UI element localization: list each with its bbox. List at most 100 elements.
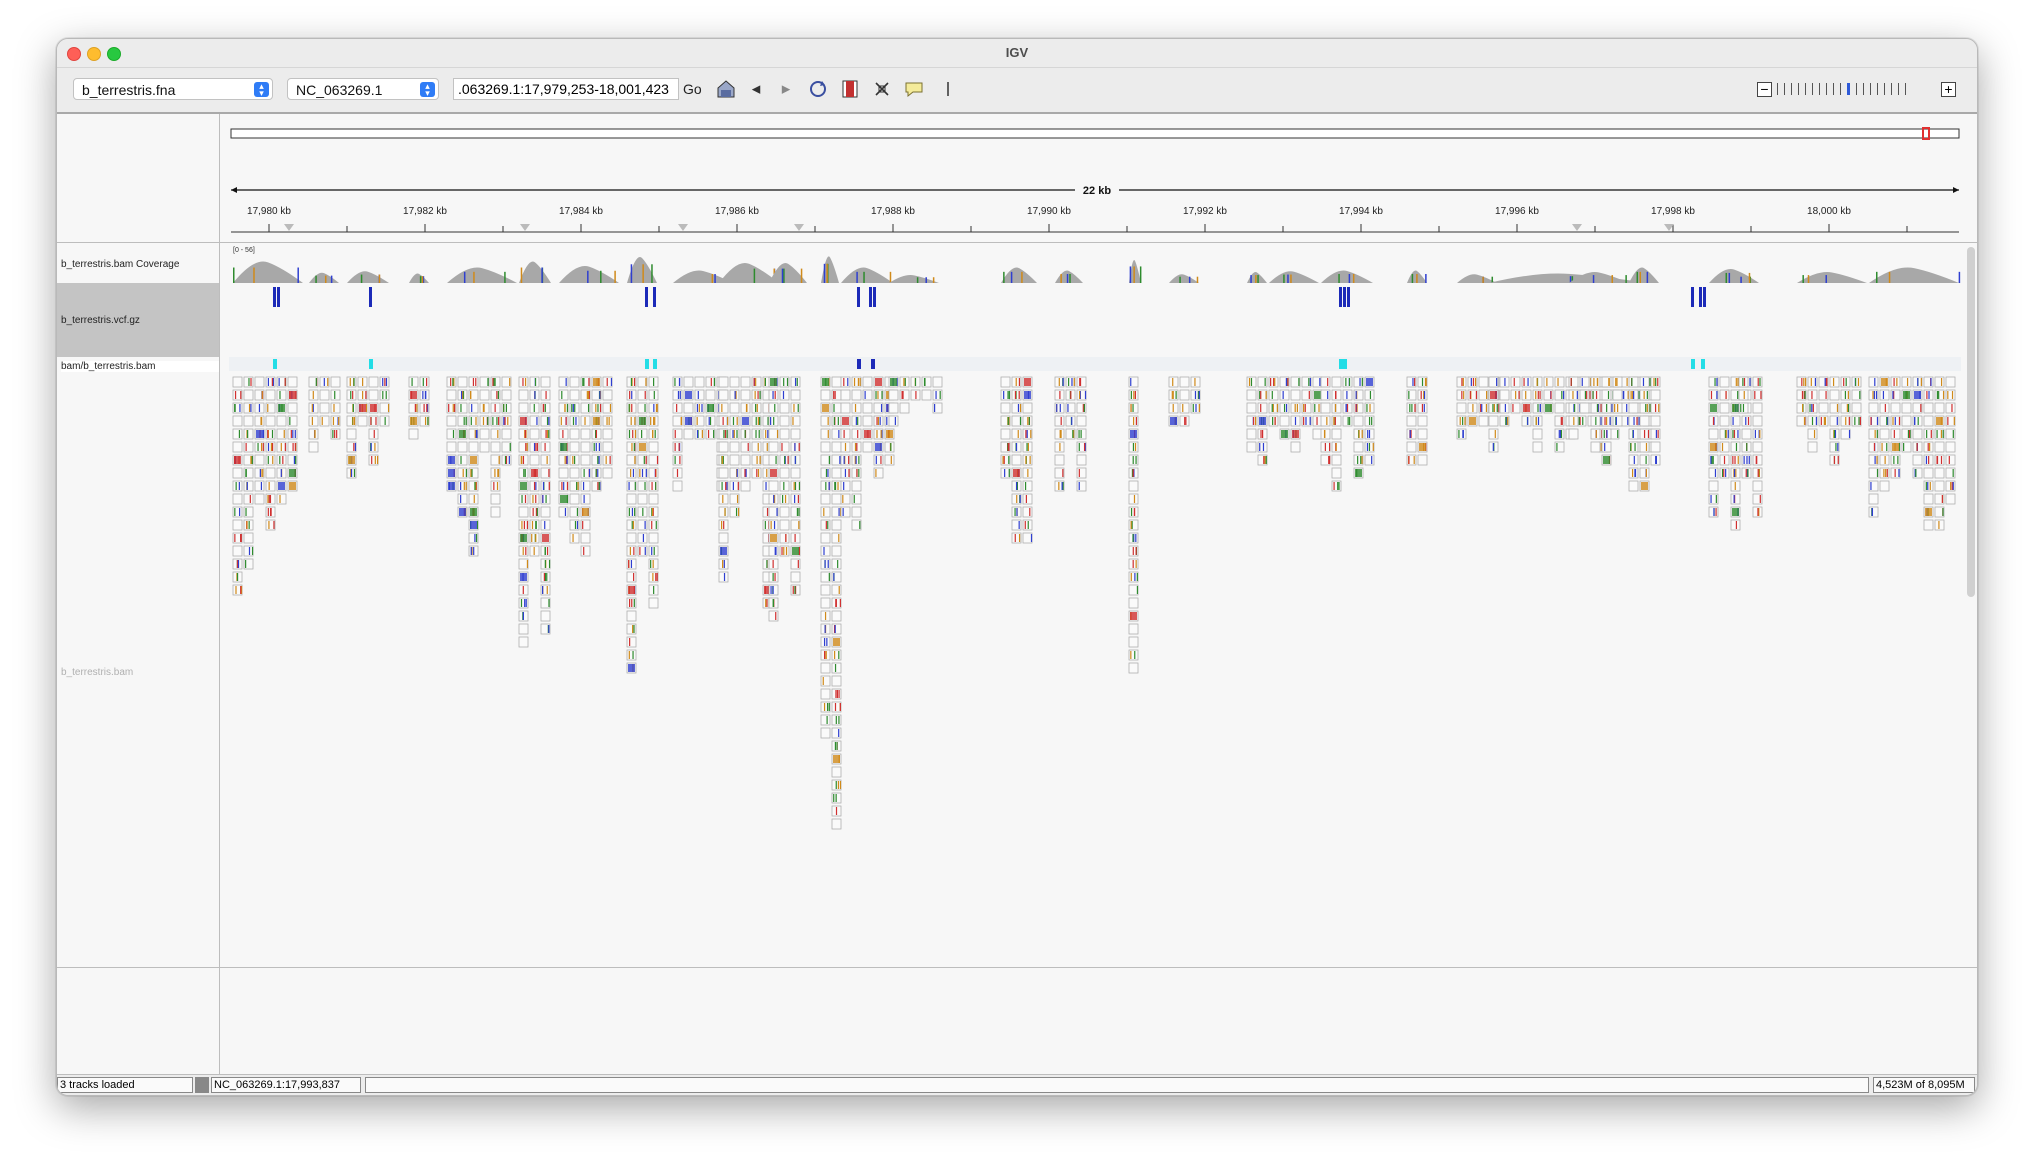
go-button[interactable]: Go [683, 81, 702, 97]
read [1934, 402, 1945, 414]
vcf-track[interactable] [273, 287, 1706, 307]
maximize-window-button[interactable] [107, 47, 121, 61]
read [457, 402, 468, 414]
read [729, 441, 740, 453]
coverage-track-name[interactable]: b_terrestris.bam Coverage [61, 259, 180, 270]
read [626, 454, 637, 466]
read [1890, 454, 1901, 466]
read-mismatch [797, 495, 799, 503]
popup-icon[interactable] [903, 78, 925, 100]
read-mismatch [524, 378, 527, 386]
coverage-mismatch [253, 267, 255, 283]
read-mismatch [595, 443, 597, 451]
read-mismatch [373, 430, 375, 438]
read [232, 402, 243, 414]
read [1923, 467, 1934, 479]
ruler-icon[interactable] [937, 78, 959, 100]
zoom-slider[interactable] [1777, 83, 1927, 97]
read-mismatch [1135, 547, 1137, 555]
home-icon[interactable] [715, 78, 737, 100]
read-mismatch [1715, 495, 1717, 503]
read-mismatch [1743, 378, 1746, 386]
close-window-button[interactable] [67, 47, 81, 61]
coverage-mismatch [541, 267, 543, 283]
variant-bar [857, 287, 860, 307]
resize-icon[interactable] [871, 78, 893, 100]
forward-icon[interactable]: ▸ [781, 79, 791, 98]
chromosome-ideogram[interactable] [230, 128, 1960, 139]
read [626, 532, 637, 544]
chromosome-dropdown[interactable]: NC_063269.1 ▴ ▾ [287, 78, 439, 100]
read-mismatch [787, 456, 789, 464]
read [751, 376, 762, 388]
read-soft-clip [520, 573, 527, 581]
read [1912, 428, 1923, 440]
minimize-window-button[interactable] [87, 47, 101, 61]
read-mismatch [1723, 469, 1725, 477]
coverage-mismatch [714, 274, 716, 283]
read-mismatch [332, 430, 334, 438]
read-mismatch [838, 651, 840, 659]
coverage-track[interactable] [233, 256, 1961, 283]
vcf-track-selected[interactable]: b_terrestris.vcf.gz [57, 283, 219, 357]
read-mismatch [1008, 391, 1010, 399]
read-mismatch [295, 456, 297, 464]
read-mismatch [523, 521, 526, 529]
read-mismatch [723, 573, 726, 581]
alignment-track[interactable] [232, 376, 1956, 830]
read [1521, 376, 1532, 388]
read [779, 545, 790, 557]
read-mismatch [1617, 404, 1619, 412]
read-mismatch [721, 521, 723, 529]
zoom-out-button[interactable]: − [1757, 82, 1772, 97]
read-mismatch [1324, 443, 1326, 451]
read [276, 415, 287, 427]
read-mismatch [1294, 404, 1296, 412]
read [529, 519, 540, 531]
read-soft-clip [593, 378, 600, 386]
read [243, 389, 254, 401]
read [1923, 376, 1934, 388]
locus-search-input[interactable]: .063269.1:17,979,253-18,001,423 [453, 78, 679, 100]
back-icon[interactable]: ◂ [751, 79, 761, 98]
read [888, 402, 899, 414]
read-mismatch [737, 482, 739, 490]
alignment-track-name[interactable]: b_terrestris.bam [61, 667, 134, 678]
read-soft-clip [370, 404, 377, 412]
read-mismatch [1346, 404, 1349, 412]
read-mismatch [628, 404, 630, 412]
read-mismatch [674, 443, 676, 451]
read-soft-clip [289, 391, 296, 399]
read-mismatch [1927, 482, 1929, 490]
read-mismatch [1936, 456, 1939, 464]
read-mismatch [1030, 534, 1033, 542]
read-mismatch [278, 378, 280, 386]
read-mismatch [460, 482, 462, 490]
junction-track-name[interactable]: bam/b_terrestris.bam [61, 361, 219, 372]
refresh-icon[interactable] [807, 78, 829, 100]
genome-dropdown[interactable]: b_terrestris.fna ▴ ▾ [73, 78, 273, 100]
igv-window: IGV b_terrestris.fna ▴ ▾ NC_063269.1 ▴ ▾ .… [56, 38, 1978, 1096]
read-mismatch [794, 378, 797, 386]
read-mismatch [566, 482, 569, 490]
vertical-scrollbar[interactable] [1967, 247, 1975, 597]
read-mismatch [857, 417, 859, 425]
read [1590, 441, 1601, 453]
read-mismatch [238, 482, 240, 490]
read [768, 428, 779, 440]
junction-track[interactable] [273, 359, 1705, 369]
read-mismatch [792, 417, 794, 425]
read-mismatch [365, 404, 368, 412]
read-mismatch [1870, 482, 1872, 490]
read [558, 428, 569, 440]
read [1331, 428, 1342, 440]
marker-triangle [678, 224, 688, 231]
read [1901, 441, 1912, 453]
zoom-in-button[interactable]: + [1941, 82, 1956, 97]
read-mismatch [1130, 404, 1132, 412]
read-mismatch [1596, 404, 1599, 412]
read-mismatch [1589, 378, 1592, 386]
variant-bar [653, 287, 656, 307]
region-icon[interactable] [839, 78, 861, 100]
read-mismatch [1423, 391, 1426, 399]
